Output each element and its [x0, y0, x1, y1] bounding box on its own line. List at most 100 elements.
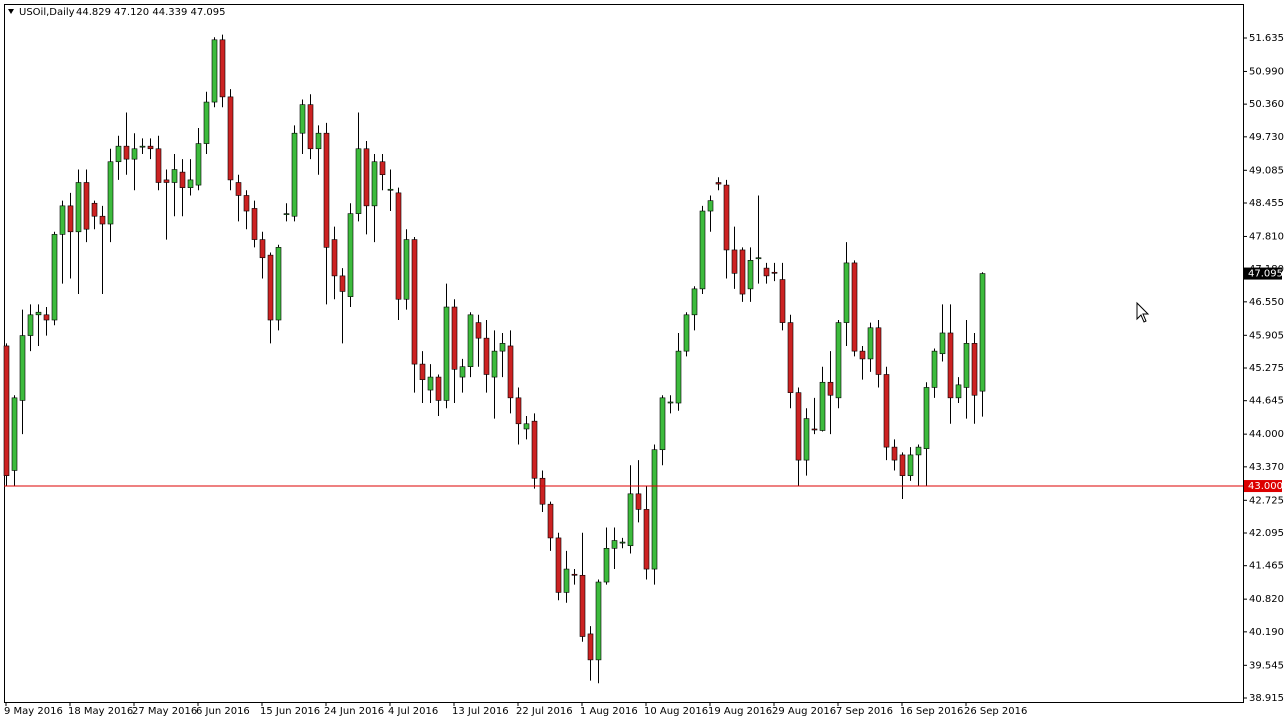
candle-body	[771, 271, 778, 274]
y-tick-label: 45.275	[1249, 363, 1284, 374]
candle-body	[163, 179, 170, 183]
x-tick-label: 9 May 2016	[4, 706, 63, 717]
candle-body	[75, 182, 82, 233]
candle-body	[115, 145, 122, 163]
candle-body	[315, 132, 322, 150]
last-price-label: 47.095	[1248, 269, 1283, 280]
candle-body	[155, 148, 162, 183]
y-tick-label: 42.095	[1249, 528, 1284, 539]
candle-body	[731, 249, 738, 274]
candle-body	[907, 454, 914, 476]
candle-body	[667, 401, 674, 404]
candle-body	[859, 350, 866, 360]
candle-body	[467, 314, 474, 367]
candle-body	[707, 200, 714, 212]
candle-body	[507, 345, 514, 399]
candle-body	[651, 449, 658, 570]
y-tick-label: 47.810	[1249, 231, 1284, 242]
y-tick-label: 44.000	[1249, 429, 1284, 440]
candle-body	[363, 148, 370, 207]
x-tick-label: 13 Jul 2016	[452, 706, 509, 717]
candle-body	[915, 446, 922, 456]
candle-body	[451, 306, 458, 370]
candle-body	[227, 96, 234, 181]
x-tick-label: 15 Jun 2016	[260, 706, 320, 717]
candle-body	[499, 343, 506, 352]
candle-body	[675, 350, 682, 404]
candle-body	[867, 327, 874, 360]
candle-body	[923, 387, 930, 449]
y-tick-label: 40.820	[1249, 594, 1284, 605]
candle-body	[619, 541, 626, 544]
candle-body	[883, 374, 890, 448]
candle-body	[59, 205, 66, 235]
last-price-box	[1244, 267, 1282, 280]
candle-body	[11, 397, 18, 471]
plot	[3, 34, 986, 684]
candle-body	[587, 633, 594, 661]
y-tick-label: 50.360	[1249, 99, 1284, 110]
candle-body	[539, 477, 546, 505]
candle-body	[179, 171, 186, 188]
candle-body	[547, 503, 554, 539]
y-tick-label: 46.550	[1249, 297, 1284, 308]
candle-body	[523, 423, 530, 430]
menu-arrow	[8, 9, 14, 14]
x-tick-label: 29 Aug 2016	[772, 706, 836, 717]
hline-label: 43.000	[1248, 481, 1283, 492]
candle-body	[899, 454, 906, 476]
candle-body	[475, 322, 482, 339]
candle-body	[835, 322, 842, 399]
candle-body	[427, 376, 434, 391]
candle-body	[755, 257, 762, 260]
candle-body	[123, 145, 130, 160]
candle-body	[139, 145, 146, 148]
candle-body	[251, 208, 258, 240]
candle-body	[243, 195, 250, 212]
y-tick-label: 38.915	[1249, 693, 1284, 704]
candle-body	[35, 311, 42, 316]
candle-body	[603, 548, 610, 583]
candle-body	[643, 509, 650, 570]
candle-body	[811, 428, 818, 431]
chart-subtitle: 44.829 47.120 44.339 47.095	[76, 7, 226, 18]
candle-body	[107, 161, 114, 225]
candle-body	[723, 184, 730, 251]
candle-body	[147, 145, 154, 150]
candle-body	[691, 288, 698, 316]
candle-body	[795, 392, 802, 461]
candle-body	[379, 161, 386, 176]
candle-body	[371, 161, 378, 207]
candle-body	[283, 213, 290, 215]
candle-body	[627, 493, 634, 547]
candle-body	[579, 574, 586, 637]
candle-body	[659, 397, 666, 451]
candle-body	[571, 573, 578, 576]
y-tick-label: 43.370	[1249, 462, 1284, 473]
candle-body	[67, 205, 74, 233]
candle-body	[275, 247, 282, 321]
candle-body	[555, 537, 562, 593]
x-tick-label: 4 Jul 2016	[388, 706, 438, 717]
candle-body	[43, 314, 50, 321]
candle-body	[803, 418, 810, 461]
candle-body	[299, 104, 306, 134]
candle-body	[699, 210, 706, 290]
candle-body	[195, 143, 202, 186]
candle-body	[235, 182, 242, 196]
y-tick-label: 49.085	[1249, 165, 1284, 176]
candle-body	[331, 239, 338, 277]
candle-body	[747, 260, 754, 290]
y-tick-label: 44.645	[1249, 396, 1284, 407]
y-tick-label: 45.905	[1249, 330, 1284, 341]
candle-body	[947, 332, 954, 399]
candle-body	[955, 384, 962, 399]
candle-body	[395, 192, 402, 300]
candle-body	[683, 314, 690, 352]
y-tick-label: 41.465	[1249, 561, 1284, 572]
candle-body	[787, 322, 794, 393]
x-tick-label: 16 Sep 2016	[900, 706, 963, 717]
candle-body	[483, 337, 490, 375]
candle-body	[91, 202, 98, 217]
candle-body	[83, 182, 90, 230]
